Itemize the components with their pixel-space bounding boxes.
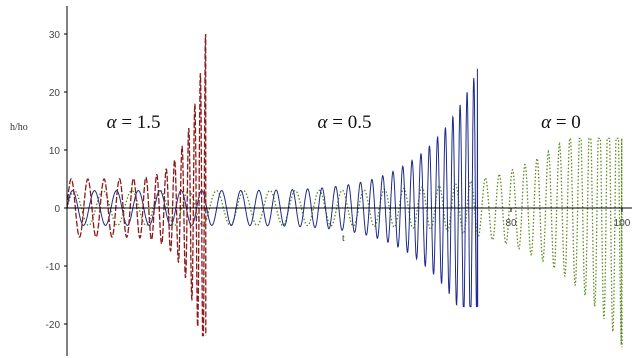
y-tick-label: 0 [54, 204, 60, 215]
alpha-value: = 1.5 [117, 112, 161, 133]
alpha-annotation: α = 1.5 [107, 112, 161, 133]
alpha-value: = 0 [551, 112, 581, 133]
alpha-symbol: α [318, 112, 329, 133]
x-axis-label: t [342, 233, 345, 244]
y-axis-label: h/ho [10, 122, 28, 133]
alpha-symbol: α [107, 112, 118, 133]
x-tick-label: 80 [505, 218, 517, 229]
alpha-value: = 0.5 [328, 112, 372, 133]
y-tick-label: 30 [49, 30, 61, 41]
x-tick-label: 100 [614, 218, 631, 229]
y-tick-label: 20 [49, 88, 61, 99]
alpha-annotation: α = 0.5 [318, 112, 372, 133]
series-line-alpha-0 [66, 137, 623, 348]
series-layer [66, 33, 623, 348]
y-tick-label: -10 [46, 262, 61, 273]
series-line-alpha-1-5 [66, 33, 207, 337]
y-tick-label: -20 [46, 320, 61, 331]
series-line-alpha-0-5 [66, 68, 479, 308]
alpha-symbol: α [541, 112, 552, 133]
y-tick-label: 10 [49, 146, 61, 157]
annotation-layer: α = 1.5 α = 0.5 α = 0 [107, 112, 581, 133]
alpha-annotation: α = 0 [541, 112, 581, 133]
